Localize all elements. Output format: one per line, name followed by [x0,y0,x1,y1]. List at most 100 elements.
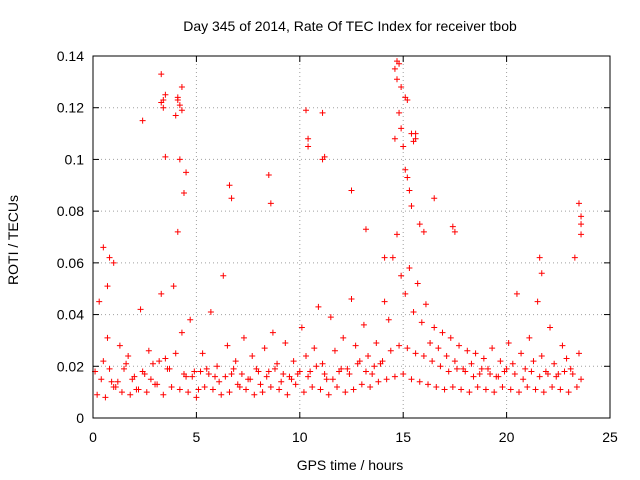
data-point [276,386,283,393]
data-point [228,371,235,378]
data-point [406,265,413,272]
data-point [178,84,185,91]
data-point [391,65,398,72]
data-point [482,386,489,393]
data-point [491,389,498,396]
data-point [317,386,324,393]
data-point [433,383,440,390]
data-point [187,316,194,323]
data-point [567,365,574,372]
data-point [404,174,411,181]
data-point [389,254,396,261]
data-point [435,345,442,352]
data-point [282,340,289,347]
data-point [327,314,334,321]
data-point [278,378,285,385]
data-point [559,342,566,349]
y-tick-label: 0.12 [57,100,84,116]
data-point [123,360,130,367]
data-point [135,386,142,393]
data-point [94,391,101,398]
data-point [437,363,444,370]
data-point [427,340,434,347]
data-point [505,340,512,347]
data-point [158,99,165,106]
data-point [251,391,258,398]
data-point [205,371,212,378]
data-point [284,391,291,398]
data-point [536,373,543,380]
data-point [544,371,551,378]
data-point [453,365,460,372]
data-point [365,352,372,359]
data-point [410,308,417,315]
data-point [557,386,564,393]
y-tick-label: 0 [76,410,84,426]
data-point [321,371,328,378]
data-point [350,386,357,393]
data-point [443,352,450,359]
x-tick-label: 5 [193,429,201,445]
data-point [106,254,113,261]
data-point [137,306,144,313]
data-point [311,345,318,352]
data-point [290,358,297,365]
data-point [511,371,518,378]
data-point [354,360,361,367]
data-point [480,355,487,362]
data-point [158,290,165,297]
data-point [176,386,183,393]
data-point [280,371,287,378]
y-axis-label: ROTI / TECUs [5,195,21,285]
data-point [449,383,456,390]
x-tick-label: 20 [499,429,515,445]
data-point [408,202,415,209]
data-point [393,231,400,238]
data-point [367,383,374,390]
data-point [195,386,202,393]
data-point [373,340,380,347]
y-tick-label: 0.08 [57,203,84,219]
data-point [265,171,272,178]
data-point [145,347,152,354]
data-point [522,365,529,372]
data-point [346,371,353,378]
data-point [110,259,117,266]
data-point [520,376,527,383]
x-axis-ticks: 0 5 10 15 20 25 [89,56,618,445]
data-point [116,342,123,349]
data-point [309,383,316,390]
data-point [381,254,388,261]
data-point [172,112,179,119]
data-point [578,376,585,383]
data-point [100,244,107,251]
data-point [230,365,237,372]
data-point [127,391,134,398]
data-point [470,373,477,380]
data-point [408,376,415,383]
data-point [451,358,458,365]
data-point [398,84,405,91]
data-point [431,324,438,331]
data-point [334,383,341,390]
data-point [393,76,400,83]
data-point [98,376,105,383]
data-point [106,365,113,372]
data-point [478,365,485,372]
data-point [396,109,403,116]
chart-title: Day 345 of 2014, Rate Of TEC Index for r… [183,18,517,34]
data-point [168,383,175,390]
data-point [404,96,411,103]
data-point [176,156,183,163]
data-point [462,368,469,375]
data-point [420,352,427,359]
data-point [160,104,167,111]
data-point [180,190,187,197]
data-point [238,371,245,378]
data-point [524,383,531,390]
data-point [396,342,403,349]
x-axis-label: GPS time / hours [297,457,404,473]
y-axis-ticks: 0 0.02 0.04 0.06 0.08 0.1 0.12 0.14 [57,48,610,426]
data-point [518,350,525,357]
data-point [139,368,146,375]
